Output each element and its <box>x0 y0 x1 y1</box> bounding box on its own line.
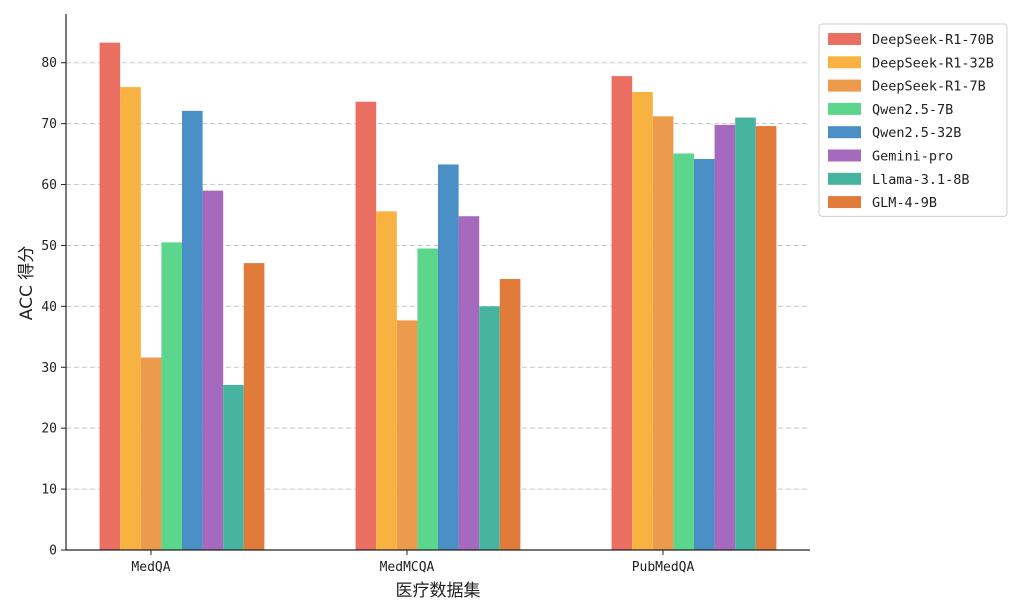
bars <box>99 42 777 551</box>
bar-medmcqa-gemini-pro <box>458 216 480 550</box>
bar-pubmedqa-qwen2-5-7b <box>673 153 694 550</box>
y-axis-label: ACC 得分 <box>17 246 37 320</box>
x-tick-label: PubMedQA <box>632 560 695 575</box>
bar-medqa-qwen2-5-7b <box>161 242 182 550</box>
legend-label: DeepSeek-R1-70B <box>872 32 994 48</box>
bar-pubmedqa-deepseek-r1-7b <box>652 116 674 550</box>
legend-swatch <box>828 56 861 69</box>
bar-pubmedqa-gemini-pro <box>714 124 736 550</box>
x-axis-label: 医疗数据集 <box>396 581 481 601</box>
bar-medmcqa-deepseek-r1-32b <box>376 211 397 550</box>
bar-medqa-glm-4-9b <box>243 263 265 550</box>
bar-medmcqa-deepseek-r1-7b <box>396 320 418 550</box>
y-tick-label: 50 <box>41 239 57 254</box>
legend-label: GLM-4-9B <box>872 195 937 211</box>
y-tick-label: 80 <box>41 56 57 71</box>
y-tick-label: 10 <box>41 483 57 498</box>
legend-swatch <box>828 172 861 185</box>
bar-pubmedqa-deepseek-r1-32b <box>632 91 653 551</box>
y-tick-label: 30 <box>41 361 57 376</box>
bar-medmcqa-qwen2-5-32b <box>438 164 459 551</box>
bar-medmcqa-qwen2-5-7b <box>417 248 438 550</box>
bar-medmcqa-glm-4-9b <box>499 278 521 550</box>
x-tick-label: MedQA <box>131 560 170 575</box>
bar-medmcqa-deepseek-r1-70b <box>355 101 377 550</box>
bar-medqa-deepseek-r1-7b <box>140 357 162 550</box>
legend-swatch <box>828 102 861 115</box>
y-ticks: 0 10 20 30 40 50 60 70 80 <box>41 56 66 559</box>
bar-medmcqa-llama-3-1-8b <box>479 306 500 550</box>
legend-label: DeepSeek-R1-7B <box>872 79 986 95</box>
legend-swatch <box>828 196 861 209</box>
legend-label: Qwen2.5-32B <box>872 125 961 141</box>
legend-box <box>818 23 1008 217</box>
legend-label: DeepSeek-R1-32B <box>872 55 994 71</box>
bar-medqa-llama-3-1-8b <box>223 384 244 550</box>
bar-medqa-deepseek-r1-70b <box>99 42 121 551</box>
legend-label: Gemini-pro <box>872 149 953 165</box>
x-tick-label: MedMCQA <box>380 560 435 575</box>
bar-pubmedqa-qwen2-5-32b <box>694 158 715 551</box>
bar-pubmedqa-llama-3-1-8b <box>735 117 756 550</box>
y-tick-label: 0 <box>49 544 57 559</box>
bar-pubmedqa-deepseek-r1-70b <box>611 76 633 551</box>
y-tick-label: 70 <box>41 117 57 132</box>
legend-swatch <box>828 33 861 45</box>
x-ticks: MedQA MedMCQA PubMedQA <box>131 550 694 575</box>
y-tick-label: 20 <box>41 422 57 437</box>
axes <box>65 14 810 551</box>
bar-medqa-deepseek-r1-32b <box>120 87 141 550</box>
legend-label: Qwen2.5-7B <box>872 102 953 118</box>
bar-medqa-gemini-pro <box>202 190 224 551</box>
legend-label: Llama-3.1-8B <box>872 172 970 188</box>
bar-pubmedqa-glm-4-9b <box>755 126 777 550</box>
y-tick-label: 60 <box>41 178 57 193</box>
y-tick-label: 40 <box>41 300 57 315</box>
legend: DeepSeek-R1-70B DeepSeek-R1-32B DeepSeek-R… <box>818 23 1008 217</box>
legend-swatch <box>828 149 861 162</box>
bar-medqa-qwen2-5-32b <box>182 110 203 550</box>
legend-swatch <box>828 126 861 139</box>
legend-swatch <box>828 79 861 92</box>
